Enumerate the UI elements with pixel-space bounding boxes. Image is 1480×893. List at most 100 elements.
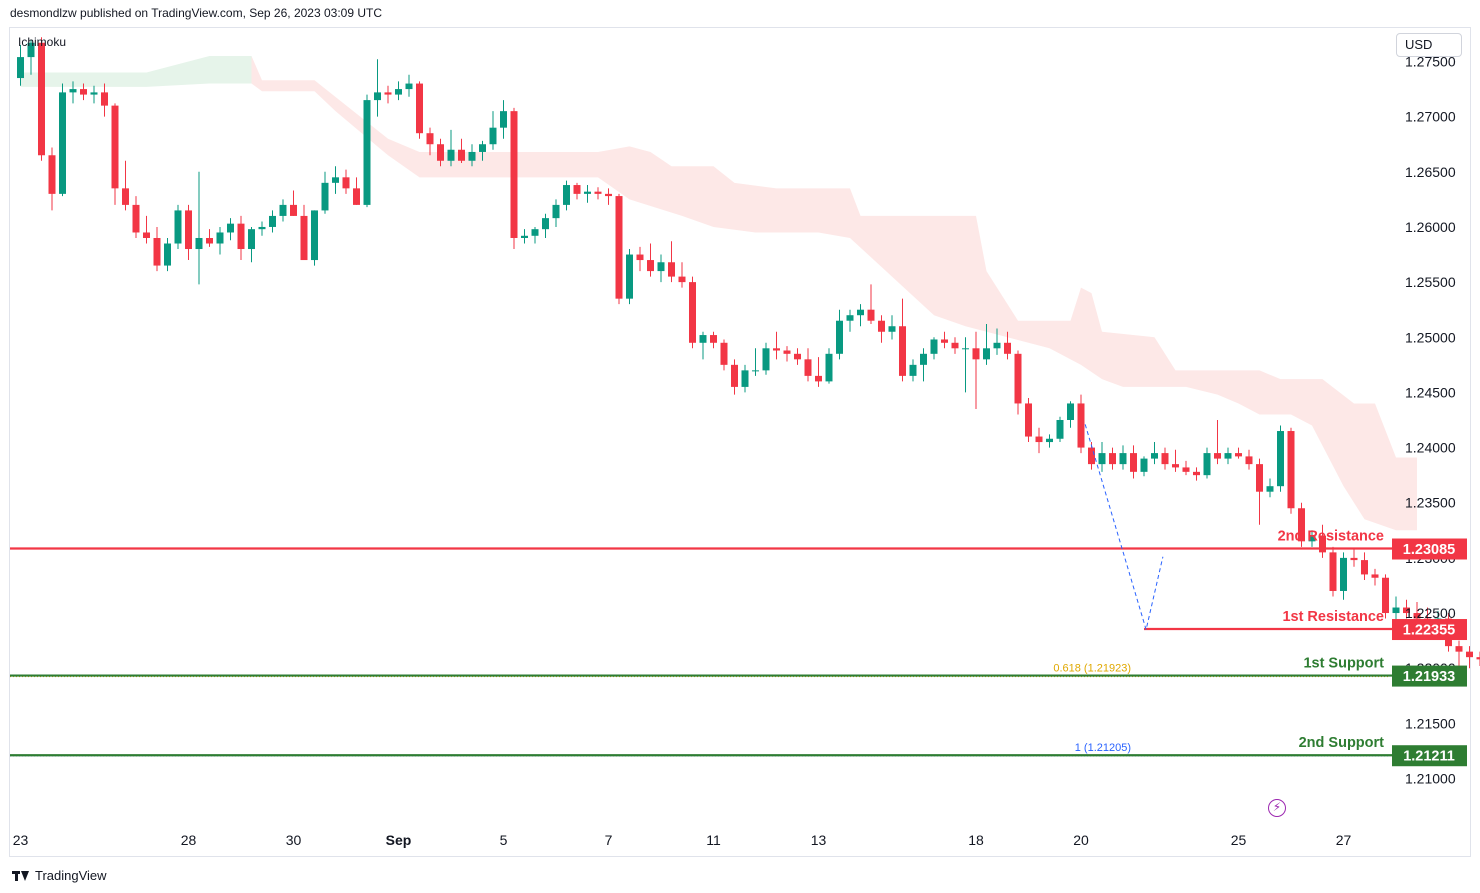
candle-body (216, 232, 224, 244)
candle-body (962, 348, 969, 350)
candle-body (384, 92, 392, 95)
candle-body (1382, 577, 1389, 614)
indicator-label[interactable]: Ichimoku (18, 35, 67, 49)
price-tag-0 (1392, 538, 1467, 560)
level-label-0: 2nd Resistance (1278, 529, 1384, 545)
candle-body (773, 348, 780, 351)
candle-body (143, 232, 150, 238)
candle-body (1298, 508, 1305, 542)
candle-body (1088, 447, 1095, 465)
tradingview-logo-icon (12, 870, 30, 881)
price-tag-2 (1392, 665, 1467, 687)
candle-body (1245, 456, 1253, 465)
candle-body (1109, 453, 1116, 465)
candle-body (290, 204, 297, 216)
candle-body (1287, 431, 1295, 509)
candle-body (1466, 651, 1473, 658)
candle-body (1035, 436, 1043, 443)
x-tick-label: 25 (1231, 832, 1247, 848)
candle-body (1256, 464, 1263, 492)
candle-body (1214, 453, 1221, 459)
candle-body (815, 375, 822, 382)
candle-body (1329, 552, 1337, 591)
candle-body (17, 57, 24, 79)
candle-body (689, 282, 696, 343)
candle-body (983, 348, 990, 360)
price-tag-label-2: 1.21933 (1403, 669, 1455, 685)
candle-body (185, 210, 192, 250)
lightning-icon[interactable]: ⚡ (1268, 799, 1286, 817)
candle-body (920, 353, 927, 365)
candle-body (1025, 403, 1032, 437)
candle-body (374, 92, 381, 101)
candle-body (1319, 535, 1326, 553)
candle-body (1455, 646, 1463, 652)
candle-body (657, 262, 665, 272)
y-tick-label: 1.24500 (1405, 384, 1456, 400)
price-tag-label-1: 1.22355 (1403, 623, 1455, 639)
candle-body (101, 92, 108, 106)
candle-body (783, 350, 791, 354)
footer-brand: TradingView (35, 868, 107, 883)
candle-body (363, 100, 371, 205)
candle-body (647, 260, 654, 272)
x-tick-label: 20 (1073, 832, 1089, 848)
candle-body (941, 339, 948, 343)
candle-body (111, 105, 119, 189)
tradingview-footer[interactable]: TradingView (12, 868, 107, 883)
candle-body (678, 276, 686, 283)
candle-body (1224, 453, 1232, 459)
candle-body (594, 191, 602, 194)
candle-body (752, 370, 759, 372)
y-tick-label: 1.27000 (1405, 109, 1456, 125)
candle-body (521, 235, 528, 238)
candle-body (132, 204, 140, 233)
y-tick-label: 1.22500 (1405, 605, 1456, 621)
y-tick-label: 1.21000 (1405, 771, 1456, 787)
candle-body (38, 42, 45, 156)
candle-body (1140, 458, 1148, 472)
candle-body (573, 185, 581, 194)
candle-body (489, 127, 497, 145)
candle-body (1004, 342, 1011, 354)
level-label-2: 1st Support (1303, 656, 1384, 672)
x-tick-label: 5 (500, 832, 508, 848)
price-tag-3 (1392, 745, 1467, 767)
candle-body (1193, 471, 1200, 476)
candle-body (59, 92, 66, 194)
currency-selector[interactable]: USD (1396, 33, 1462, 57)
candle-body (69, 89, 77, 93)
candle-body (626, 254, 633, 299)
candle-body (668, 262, 675, 277)
candle-body (510, 111, 518, 238)
candle-body (174, 210, 182, 244)
candle-body (80, 89, 87, 95)
candle-body (1182, 467, 1190, 472)
candle-body (227, 223, 234, 233)
candle-body (909, 364, 917, 376)
candle-body (857, 309, 864, 316)
candle-body (321, 182, 329, 211)
candle-body (353, 188, 360, 205)
candle-body (762, 348, 770, 371)
candle-body (699, 335, 707, 343)
chart-frame (9, 27, 1471, 857)
candle-body (479, 144, 486, 152)
candle-body (930, 339, 938, 354)
candle-body (615, 196, 623, 299)
candle-body (1403, 607, 1410, 614)
candle-body (720, 342, 728, 365)
y-tick-label: 1.26000 (1405, 219, 1456, 235)
candle-body (90, 92, 98, 95)
candle-body (27, 42, 35, 58)
candle-body (636, 254, 644, 261)
candle-body (269, 215, 276, 227)
price-tag-label-3: 1.21211 (1403, 749, 1455, 765)
price-tag-label-0: 1.23085 (1403, 542, 1455, 558)
candle-body (437, 144, 444, 161)
candle-body (458, 149, 465, 161)
candle-body (1130, 453, 1137, 472)
level-label-3: 2nd Support (1299, 735, 1385, 751)
candle-body (1056, 420, 1064, 439)
